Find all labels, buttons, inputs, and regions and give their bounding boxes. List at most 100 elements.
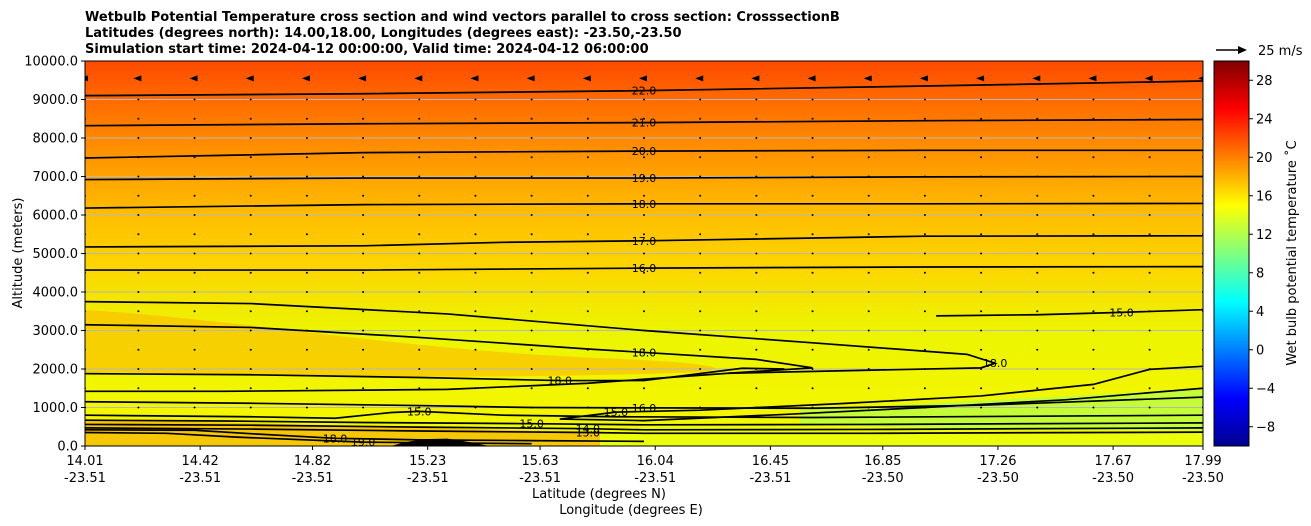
contour-label: 20.0 [632, 145, 657, 158]
wind-arrow [699, 291, 702, 293]
wind-arrow [474, 98, 477, 101]
wind-arrow [755, 310, 758, 313]
wind-arrow [358, 75, 367, 82]
wind-arrow [586, 271, 589, 274]
wind-arrow [699, 271, 702, 274]
wind-arrow [137, 252, 140, 255]
y-tick-label: 6000.0 [33, 209, 79, 224]
wind-arrow [362, 98, 365, 101]
wind-arrow [643, 310, 645, 313]
wind-arrow [1148, 214, 1151, 216]
wind-arrow [586, 214, 589, 216]
wind-arrow [586, 329, 589, 332]
wind-arrow [867, 98, 870, 101]
wind-arrow [362, 137, 365, 139]
wind-arrow [305, 194, 308, 197]
wind-arrow [418, 329, 421, 332]
quiver-key-arrowhead-icon [1238, 46, 1247, 54]
wind-arrow [1036, 387, 1039, 390]
wind-arrow [249, 348, 252, 351]
wind-arrow [362, 387, 365, 390]
y-tick-label: 7000.0 [33, 170, 79, 185]
wind-arrow [867, 156, 870, 159]
colorbar-ticks: −8 −4 0 4 8 12 16 20 24 28 [1249, 74, 1275, 435]
contour-lines [85, 80, 1203, 445]
wind-arrow [418, 291, 421, 293]
wind-arrow [137, 214, 140, 216]
wind-arrow [1148, 271, 1151, 274]
wind-arrow [249, 194, 252, 197]
wind-arrow [530, 291, 533, 293]
terrain [391, 438, 490, 446]
wind-arrow [1036, 98, 1039, 101]
wind-arrow [1148, 291, 1151, 293]
wind-arrow [305, 368, 308, 370]
contour-label: 15.0 [1109, 306, 1134, 319]
wind-arrow [755, 348, 758, 351]
wind-arrow [976, 75, 985, 82]
wind-arrow [699, 98, 702, 101]
x-tick-label-lon: -23.50 [1182, 471, 1224, 486]
wind-arrow [249, 252, 252, 255]
x-tick-label-lat: 14.01 [66, 454, 103, 469]
x-tick-label-lon: -23.50 [1092, 471, 1134, 486]
wind-arrow [811, 156, 814, 159]
quiver-key: 25 m/s [1216, 44, 1303, 59]
wind-arrow [305, 98, 308, 101]
contour-label: 15.0 [519, 418, 544, 431]
wind-arrow [755, 271, 758, 274]
contour-label: 19.0 [351, 436, 376, 449]
wind-arrow [193, 214, 196, 216]
wind-arrow [193, 137, 196, 139]
contour-label: 15.0 [604, 406, 629, 419]
contour-label: 22.0 [632, 85, 657, 98]
x-axis: 14.01 -23.51 14.42 -23.51 14.82 -23.51 15.23 -2… [64, 446, 1224, 486]
contour-line [85, 396, 1203, 410]
wind-arrow [474, 156, 477, 159]
wind-arrow [867, 387, 870, 390]
contour-label: 19.0 [632, 172, 657, 185]
x-tick-label-lon: -23.51 [749, 471, 791, 486]
contour-line [85, 234, 1203, 248]
wind-arrow [586, 291, 589, 293]
colorbar: −8 −4 0 4 8 12 16 20 24 28 Wet bulb potential tem… [1213, 60, 1300, 447]
wind-arrow [867, 271, 870, 274]
wind-arrow [193, 233, 196, 236]
wind-arrow [1148, 194, 1151, 197]
wind-arrow [586, 233, 589, 236]
wind-arrow [245, 75, 254, 82]
colorbar-tick-label: 12 [1256, 228, 1273, 243]
wind-arrow [811, 329, 814, 332]
wind-arrow [811, 252, 814, 255]
wind-arrow [1036, 194, 1039, 197]
wind-arrow [586, 117, 589, 120]
wind-arrow [811, 387, 814, 390]
y-tick-label: 2000.0 [33, 363, 79, 378]
wind-arrow [474, 329, 477, 332]
wind-arrow [1036, 310, 1039, 313]
wind-arrow [474, 291, 477, 293]
wind-arrow [249, 271, 252, 274]
wind-arrow [474, 271, 477, 274]
wind-arrow [530, 271, 533, 274]
y-tick-label: 1000.0 [33, 401, 79, 416]
x-tick-label-lat: 15.63 [521, 454, 558, 469]
wind-arrow [643, 156, 645, 159]
wind-arrow [699, 117, 702, 120]
wind-arrow [980, 348, 983, 351]
wind-arrow [980, 271, 983, 274]
wind-arrow [582, 75, 591, 82]
wind-arrow [1148, 387, 1151, 390]
wind-arrow [1092, 271, 1095, 274]
contour-label: 15.0 [407, 405, 432, 418]
wind-arrow [1036, 214, 1039, 216]
wind-arrow [867, 137, 870, 139]
wind-arrow [1036, 156, 1039, 159]
x-tick-label-lon: -23.50 [977, 471, 1019, 486]
wind-arrow [249, 214, 252, 216]
wind-arrow [474, 310, 477, 313]
wind-arrow [249, 98, 252, 101]
wind-arrow [699, 387, 702, 390]
wind-arrow [1148, 348, 1151, 351]
wind-arrow [249, 137, 252, 139]
